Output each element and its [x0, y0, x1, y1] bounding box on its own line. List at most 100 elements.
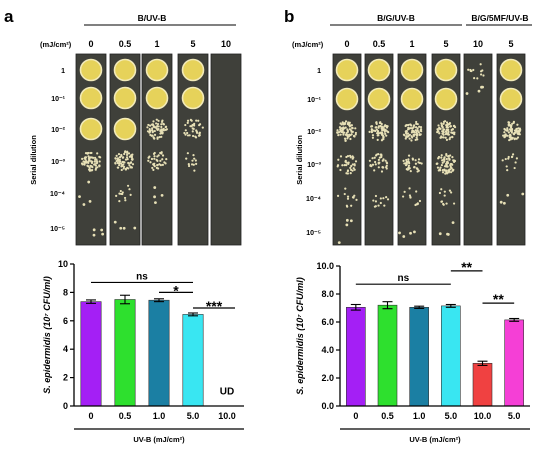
- colony-spot: [398, 230, 416, 238]
- dilution-label: 10⁻³: [51, 159, 65, 166]
- x-tick-label: 0: [353, 411, 358, 421]
- colony-spot: [335, 87, 359, 111]
- colony-spot: [337, 218, 353, 245]
- panel-a-plates: 0 0.5 1 5 10 1 10⁻¹ 10⁻² 10⁻³ 10⁻⁴ 10⁻⁵: [50, 39, 242, 246]
- x-tick-label: 5.0: [508, 411, 521, 421]
- y-tick-label: 0: [63, 401, 68, 411]
- x-tick-label: 1.0: [153, 411, 166, 421]
- y-tick-label: 6.0: [321, 317, 334, 327]
- plate-strip: [463, 53, 493, 246]
- panel-a-letter: a: [4, 7, 14, 26]
- x-tick-label: 1.0: [413, 411, 426, 421]
- plate-strip: [364, 53, 394, 246]
- dilution-label: 10⁻¹: [51, 96, 65, 103]
- colony-spot: [502, 120, 522, 142]
- error-bar: [154, 298, 164, 303]
- colony-spot: [80, 151, 102, 172]
- plate-dose-label: 0.5: [373, 39, 386, 49]
- x-axis-label: UV-B (mJ/cm²): [409, 435, 461, 444]
- colony-spot: [367, 87, 391, 111]
- plate-strip: [177, 53, 209, 246]
- y-tick-label: 0.0: [321, 401, 334, 411]
- dilution-label: 10⁻⁵: [306, 230, 321, 237]
- y-tick-label: 2.0: [321, 373, 334, 383]
- bar: [377, 304, 398, 407]
- dilution-label: 10⁻⁴: [306, 196, 321, 203]
- colony-spot: [499, 192, 525, 205]
- plate-dose-label: 1: [409, 39, 414, 49]
- colony-spot: [78, 180, 92, 206]
- significance-label: *: [173, 282, 179, 298]
- panel-a-bar-chart: 0 2 4 6 8 10 S. epidermidis (10⁷ CFU/ml) 0 0.5 1.…: [42, 259, 244, 444]
- colony-spot: [336, 187, 358, 208]
- plate-dose-label: 10: [221, 39, 231, 49]
- y-tick-label: 8.0: [321, 289, 334, 299]
- y-tick-label: 2: [63, 373, 68, 383]
- plate-strip: [109, 53, 141, 246]
- panel-b-plate-header-2: B/G/5MF/UV-B: [471, 13, 528, 23]
- y-tick-label: 10: [58, 259, 68, 269]
- colony-spot: [145, 58, 169, 82]
- dilution-label: 1: [61, 68, 65, 75]
- colony-spot: [335, 58, 359, 82]
- plate-strip: [431, 53, 461, 246]
- error-bar: [414, 305, 425, 309]
- bar: [409, 306, 429, 407]
- y-tick-label: 8: [63, 287, 68, 297]
- colony-spot: [372, 194, 390, 208]
- panel-a-dilution-axis: Serial dilution: [29, 135, 38, 185]
- plate-dose-label: 5: [508, 39, 513, 49]
- colony-spot: [115, 184, 132, 203]
- y-axis-label: S. epidermidis (10⁷ CFU/ml): [295, 277, 305, 394]
- colony-spot: [499, 58, 523, 82]
- colony-spot: [336, 154, 358, 175]
- colony-spot: [435, 152, 457, 175]
- x-axis-label: UV-B (mJ/cm²): [133, 435, 185, 444]
- plate-dose-label: 0: [88, 39, 93, 49]
- plate-strip: [397, 53, 427, 246]
- plate-strip: [210, 53, 242, 246]
- x-tick-label: 10.0: [218, 411, 236, 421]
- x-tick-label: 5.0: [445, 411, 458, 421]
- undetected-label: UD: [220, 387, 234, 398]
- colony-spot: [146, 118, 168, 140]
- y-tick-label: 10.0: [316, 261, 334, 271]
- significance-label: **: [493, 291, 504, 307]
- plate-dose-label: 0.5: [119, 39, 132, 49]
- error-bar: [382, 301, 393, 310]
- bar: [441, 305, 461, 407]
- colony-spot: [367, 58, 391, 82]
- panel-a-dose-unit: (mJ/cm²): [40, 40, 72, 49]
- colony-spot: [113, 86, 137, 110]
- plate-dose-label: 0: [344, 39, 349, 49]
- dilution-label: 10⁻⁴: [50, 191, 65, 198]
- error-bar: [509, 317, 520, 322]
- bar: [346, 306, 366, 407]
- colony-spot: [501, 153, 518, 172]
- x-tick-label: 0.5: [381, 411, 394, 421]
- bar: [148, 299, 170, 407]
- error-bar: [188, 312, 198, 317]
- colony-spot: [185, 152, 198, 172]
- error-bar: [120, 294, 130, 305]
- colony-spot: [400, 87, 424, 111]
- colony-spot: [79, 86, 103, 110]
- bar: [472, 362, 493, 407]
- colony-spot: [438, 221, 455, 236]
- colony-spot: [153, 186, 164, 205]
- colony-spot: [434, 58, 458, 82]
- colony-spot: [499, 87, 523, 111]
- colony-spot: [434, 87, 458, 111]
- plate-dose-label: 1: [154, 39, 159, 49]
- colony-spot: [147, 151, 168, 171]
- colony-spot: [181, 58, 205, 82]
- significance-label: ns: [136, 271, 148, 282]
- significance-label: ns: [397, 273, 409, 284]
- panel-b-letter: b: [284, 7, 294, 26]
- colony-spot: [113, 220, 137, 230]
- x-tick-label: 5.0: [187, 411, 200, 421]
- dilution-label: 10⁻³: [307, 162, 321, 169]
- colony-spot: [92, 228, 105, 237]
- panel-b-dilution-axis: Serial dilution: [295, 135, 304, 185]
- error-bar: [350, 303, 361, 311]
